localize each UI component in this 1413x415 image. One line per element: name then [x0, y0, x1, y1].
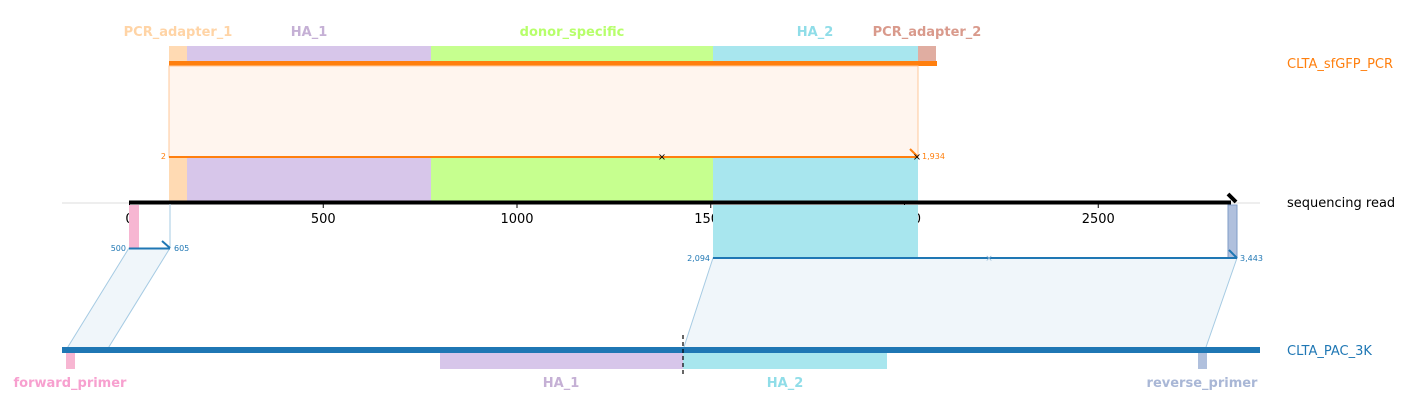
bottom-reference-name: CLTA_PAC_3K	[1287, 344, 1372, 359]
top-feature-block-donor-specific	[431, 46, 713, 63]
read-feature-pcr-adapter-1	[169, 157, 187, 202]
bottom-alignment-2-start-label: 2,094	[687, 254, 710, 263]
top-feature-label-pcr-adapter-2: PCR_adapter_2	[873, 25, 982, 40]
top-alignment-arrow	[909, 148, 919, 158]
read-feature-ha-1	[187, 157, 431, 202]
top-reference-name: CLTA_sfGFP_PCR	[1287, 57, 1393, 72]
bottom-alignment-2-end-label: 3,443	[1240, 254, 1263, 263]
bottom-feature-label-reverse-primer: reverse_primer	[1147, 376, 1259, 391]
bottom-feature-label-ha-1: HA_1	[543, 376, 580, 391]
top-feature-label-pcr-adapter-1: PCR_adapter_1	[124, 25, 233, 40]
top-feature-label-donor-specific: donor_specific	[520, 25, 625, 40]
read-feature-forward-primer	[129, 205, 139, 248]
top-feature-block-pcr-adapter-2	[918, 46, 936, 63]
top-alignment-end-marker: ×	[913, 152, 921, 163]
bottom-alignment-1-band	[65, 247, 171, 351]
bottom-feature-block-ha-2	[683, 352, 887, 369]
bottom-alignment-2-arrow	[1228, 249, 1238, 259]
top-feature-label-ha-1: HA_1	[291, 25, 328, 40]
read-tick-label: 1000	[500, 212, 533, 227]
bottom-feature-label-forward-primer: forward_primer	[14, 376, 128, 391]
top-reference-line	[169, 61, 937, 66]
bottom-alignment-1-start-label: 500	[111, 244, 126, 253]
read-feature-donor-specific	[431, 157, 713, 202]
read-feature-ha-2-lower	[713, 205, 918, 258]
bottom-reference-line	[62, 347, 1260, 353]
read-tick-label: 500	[311, 212, 336, 227]
read-name: sequencing read	[1287, 196, 1395, 211]
read-direction-arrow	[1226, 192, 1238, 204]
read-tick-label: 2500	[1082, 212, 1115, 227]
bottom-feature-block-ha-1	[440, 352, 683, 369]
bottom-feature-block-reverse-primer	[1198, 352, 1207, 369]
top-feature-label-ha-2: HA_2	[797, 25, 834, 40]
bottom-alignment-1-arrow	[161, 240, 171, 249]
top-feature-block-ha-2	[713, 46, 918, 63]
bottom-reference-track: forward_primer HA_1 HA_2 reverse_primer …	[14, 335, 1372, 391]
top-alignment-end-label: 1,934	[922, 152, 945, 161]
top-alignment: × × 2 1,934	[161, 65, 945, 202]
read-feature-ha-2	[713, 157, 918, 202]
bottom-alignment-1-end-label: 605	[174, 244, 189, 253]
top-feature-block-ha-1	[187, 46, 431, 63]
top-feature-block-pcr-adapter-1	[169, 46, 187, 63]
bottom-alignment-2-band	[682, 257, 1238, 351]
bottom-alignment-2-mismatch-marker: ×	[985, 254, 993, 264]
top-alignment-start-label: 2	[161, 152, 166, 161]
bottom-feature-label-ha-2: HA_2	[767, 376, 804, 391]
top-alignment-band	[168, 65, 919, 158]
top-alignment-mismatch-marker: ×	[658, 152, 666, 163]
bottom-alignment-2: × 2,094 3,443	[682, 204, 1263, 351]
top-reference-track: PCR_adapter_1 HA_1 donor_specific HA_2 P…	[124, 25, 1393, 72]
read-tick-group: 05001000150020002500	[125, 204, 1115, 227]
bottom-feature-block-forward-primer	[66, 352, 75, 369]
